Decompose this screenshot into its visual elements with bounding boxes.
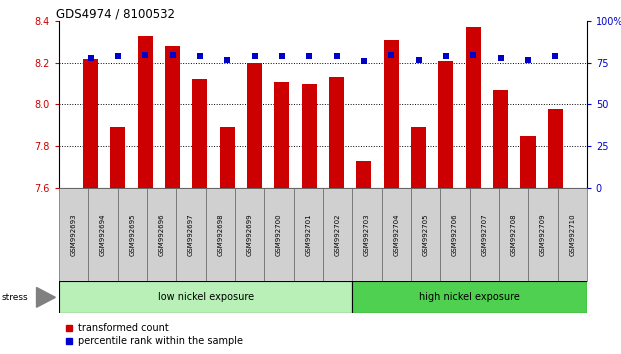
- Point: [523, 57, 533, 62]
- Bar: [356, 161, 371, 188]
- Point: [386, 52, 396, 57]
- Text: GSM992694: GSM992694: [100, 213, 106, 256]
- Text: GSM992701: GSM992701: [306, 213, 311, 256]
- Bar: [235, 188, 265, 281]
- Point: [277, 53, 287, 59]
- Text: GSM992700: GSM992700: [276, 213, 282, 256]
- Point: [195, 53, 205, 59]
- Bar: [384, 40, 399, 188]
- Point: [140, 52, 150, 57]
- Point: [168, 52, 178, 57]
- Point: [468, 52, 478, 57]
- Point: [222, 57, 232, 62]
- Bar: [59, 188, 88, 281]
- Text: GSM992704: GSM992704: [393, 213, 399, 256]
- Bar: [111, 127, 125, 188]
- Polygon shape: [37, 287, 55, 307]
- Bar: [117, 188, 147, 281]
- Point: [250, 53, 260, 59]
- Bar: [528, 188, 558, 281]
- Bar: [469, 188, 499, 281]
- Bar: [520, 136, 535, 188]
- Text: GDS4974 / 8100532: GDS4974 / 8100532: [57, 7, 175, 20]
- Text: GSM992710: GSM992710: [569, 213, 575, 256]
- Bar: [193, 80, 207, 188]
- Bar: [548, 109, 563, 188]
- Bar: [165, 46, 180, 188]
- Bar: [206, 188, 235, 281]
- Bar: [558, 188, 587, 281]
- Bar: [147, 188, 176, 281]
- Bar: [323, 188, 352, 281]
- Text: GSM992699: GSM992699: [247, 213, 253, 256]
- Point: [304, 53, 314, 59]
- Point: [441, 53, 451, 59]
- Bar: [176, 188, 206, 281]
- Legend: transformed count, percentile rank within the sample: transformed count, percentile rank withi…: [64, 324, 243, 346]
- Point: [113, 53, 123, 59]
- Bar: [438, 61, 453, 188]
- Bar: [294, 188, 323, 281]
- Point: [332, 53, 342, 59]
- Text: low nickel exposure: low nickel exposure: [158, 292, 254, 302]
- Bar: [440, 188, 469, 281]
- Bar: [499, 188, 528, 281]
- Text: GSM992703: GSM992703: [364, 213, 370, 256]
- Point: [550, 53, 560, 59]
- Text: GSM992698: GSM992698: [217, 213, 224, 256]
- Point: [414, 57, 424, 62]
- Bar: [88, 188, 117, 281]
- Text: stress: stress: [2, 293, 29, 302]
- Text: high nickel exposure: high nickel exposure: [419, 292, 520, 302]
- Bar: [138, 36, 153, 188]
- Bar: [493, 90, 508, 188]
- Bar: [352, 188, 381, 281]
- Bar: [411, 188, 440, 281]
- Bar: [274, 81, 289, 188]
- Bar: [352, 281, 587, 313]
- Text: GSM992708: GSM992708: [510, 213, 517, 256]
- Text: GSM992707: GSM992707: [481, 213, 487, 256]
- Bar: [265, 188, 294, 281]
- Bar: [329, 78, 344, 188]
- Text: GSM992695: GSM992695: [129, 213, 135, 256]
- Text: GSM992706: GSM992706: [452, 213, 458, 256]
- Point: [359, 58, 369, 64]
- Text: GSM992693: GSM992693: [71, 213, 76, 256]
- Bar: [247, 63, 262, 188]
- Bar: [302, 84, 317, 188]
- Bar: [220, 127, 235, 188]
- Bar: [381, 188, 411, 281]
- Bar: [411, 127, 426, 188]
- Text: GSM992697: GSM992697: [188, 213, 194, 256]
- Text: GSM992696: GSM992696: [158, 213, 165, 256]
- Bar: [59, 281, 352, 313]
- Text: GSM992709: GSM992709: [540, 213, 546, 256]
- Text: GSM992705: GSM992705: [422, 213, 428, 256]
- Point: [86, 55, 96, 61]
- Bar: [83, 59, 98, 188]
- Text: GSM992702: GSM992702: [335, 213, 340, 256]
- Bar: [466, 28, 481, 188]
- Point: [496, 55, 505, 61]
